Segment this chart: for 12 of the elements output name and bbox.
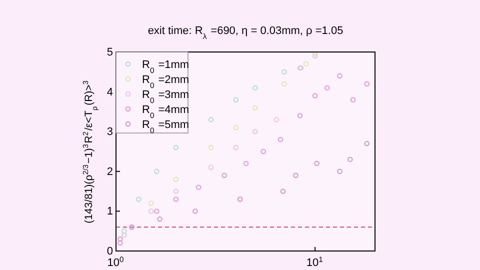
legend-label: R$_{0}$ =3mm [142, 89, 190, 104]
chart-title: exit time: R$_{λ}$ =690, η = 0.03mm, ρ =1.05 [148, 25, 344, 40]
x-tick-label: 10$^{1}$ [306, 254, 323, 269]
y-tick-label: 4 [106, 86, 113, 98]
y-tick-label: 3 [106, 126, 113, 138]
legend-label: R$_{0}$ =2mm [142, 74, 190, 90]
y-tick-label: 1 [106, 206, 113, 218]
legend-label: R$_{0}$ =1mm [142, 59, 190, 74]
legend-label: R$_{0}$ =4mm [142, 104, 190, 120]
y-tick-label: 2 [106, 166, 113, 178]
legend-label: R$_{0}$ =5mm [142, 119, 190, 134]
y-tick-label: 5 [106, 46, 113, 59]
